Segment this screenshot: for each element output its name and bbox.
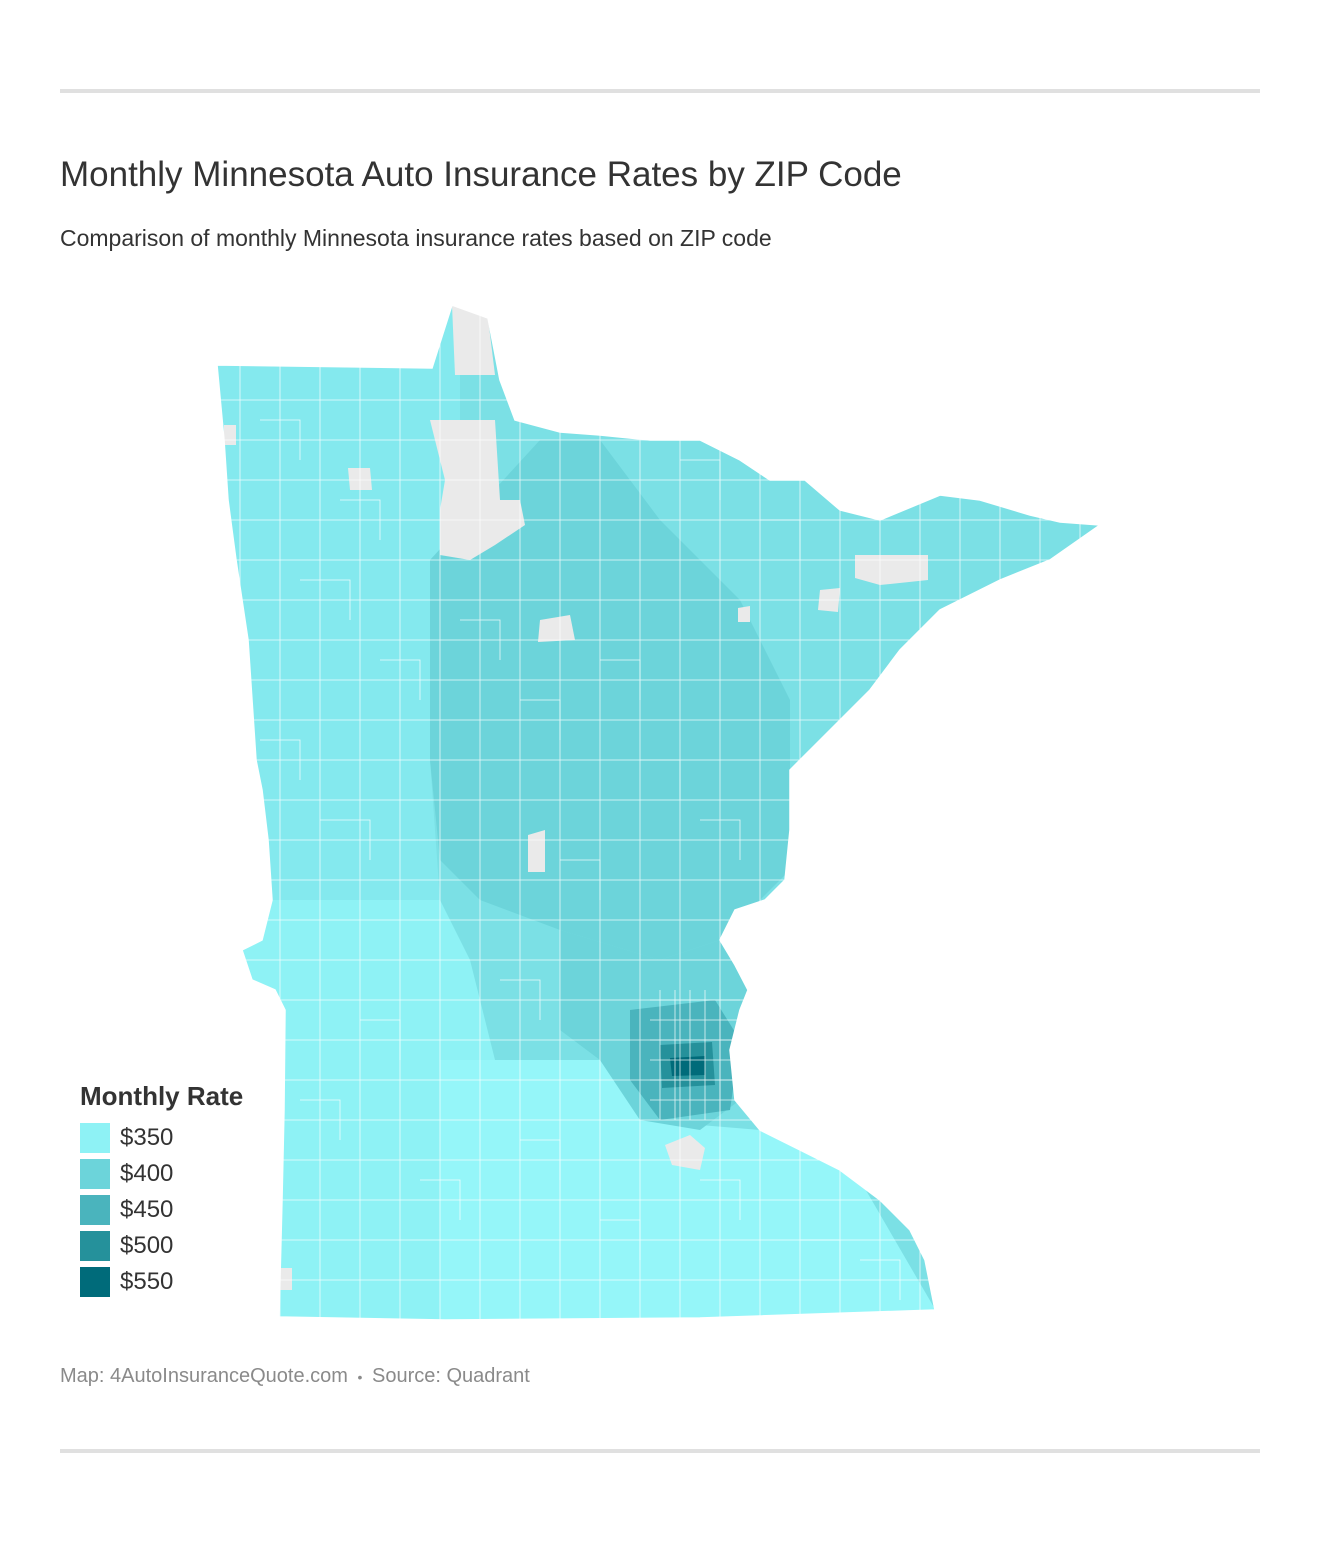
- map-credit: Map: 4AutoInsuranceQuote.com: [60, 1365, 348, 1387]
- region-northwest: [217, 305, 460, 900]
- no-data-leech-lake: [538, 615, 575, 642]
- legend-swatch-400: [80, 1159, 110, 1189]
- legend-item-400: $400: [80, 1159, 340, 1189]
- no-data-northwest-angle: [452, 305, 495, 375]
- legend-title: Monthly Rate: [80, 1081, 244, 1111]
- legend-item-450: $450: [80, 1195, 340, 1225]
- credit-separator: •: [357, 1368, 363, 1385]
- no-data-boundary-waters: [855, 555, 928, 585]
- legend-label-350: $350: [120, 1124, 174, 1151]
- map-legend: Monthly Rate $350 $400 $450 $500 $550: [80, 1078, 340, 1303]
- no-data-area-6: [280, 1268, 292, 1290]
- top-divider: [60, 89, 1260, 93]
- legend-swatch-550: [80, 1267, 110, 1297]
- legend-swatch-500: [80, 1231, 110, 1261]
- legend-label-450: $450: [120, 1196, 174, 1223]
- region-metro-core: [670, 1056, 705, 1076]
- page-title: Monthly Minnesota Auto Insurance Rates b…: [60, 155, 902, 194]
- bottom-divider: [60, 1449, 1260, 1453]
- minnesota-map: [200, 295, 1120, 1335]
- legend-swatch-450: [80, 1195, 110, 1225]
- data-source: Source: Quadrant: [371, 1365, 530, 1387]
- legend-item-550: $550: [80, 1267, 340, 1297]
- region-south: [440, 1060, 950, 1320]
- legend-swatch-350: [80, 1123, 110, 1153]
- no-data-area-5: [224, 425, 236, 445]
- legend-label-400: $400: [120, 1160, 174, 1187]
- no-data-red-lake: [430, 420, 525, 560]
- page-subtitle: Comparison of monthly Minnesota insuranc…: [60, 225, 772, 251]
- legend-item-500: $500: [80, 1231, 340, 1261]
- no-data-area-4: [665, 1135, 705, 1170]
- no-data-mille-lacs: [528, 830, 545, 872]
- legend-label-550: $550: [120, 1268, 174, 1295]
- no-data-area-3: [738, 606, 750, 622]
- map-credits: Map: 4AutoInsuranceQuote.com • Source: Q…: [60, 1362, 530, 1391]
- legend-item-350: $350: [80, 1123, 340, 1153]
- legend-label-500: $500: [120, 1232, 174, 1259]
